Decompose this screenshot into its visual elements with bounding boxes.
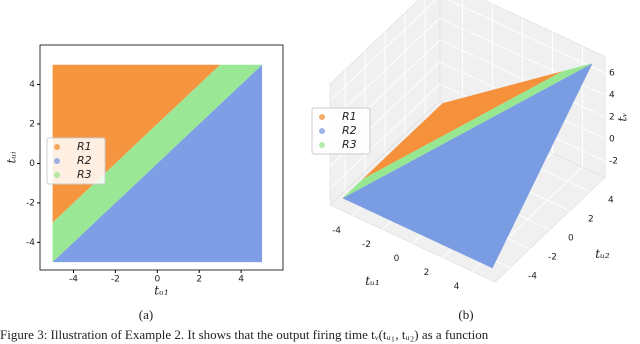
surface (342, 63, 593, 269)
x-tick-label: 0 (394, 254, 400, 264)
grid-line (447, 0, 606, 74)
y-tick-label: 2 (29, 119, 35, 129)
caption: Figure 3: Illustration of Example 2. It … (0, 327, 489, 342)
legend-label: R3 (77, 168, 92, 181)
z-tick-label: 2 (609, 113, 615, 123)
y-tick-label: 0 (568, 234, 574, 244)
y-tick-label: 0 (29, 159, 35, 169)
z-axis-label: tᵥ (616, 112, 630, 121)
surface (342, 63, 593, 199)
legend-label: R3 (342, 138, 357, 151)
legend-label: R1 (77, 140, 92, 153)
grid-line (439, 39, 606, 118)
y-tick-label: 4 (608, 196, 614, 206)
legend-label: R1 (342, 110, 357, 123)
x-tick-label: 4 (454, 282, 460, 292)
x-tick-label: 2 (424, 268, 430, 278)
grid-line (329, 0, 437, 101)
x-tick-label: -4 (69, 275, 78, 285)
legend-marker (54, 158, 60, 164)
subcaption: (b) (458, 307, 473, 322)
y-tick-label: -2 (548, 253, 557, 263)
legend-marker (54, 172, 60, 178)
legend-label: R2 (342, 124, 357, 137)
z-tick-label: 4 (609, 91, 615, 101)
x-axis-label: tᵤ₁ (365, 274, 379, 288)
x-axis-label: tᵤ₁ (154, 284, 168, 298)
legend-marker (319, 128, 325, 134)
y-tick-label: 4 (29, 80, 35, 90)
x-tick-label: 0 (154, 275, 160, 285)
region (52, 64, 263, 263)
y-tick-label: -4 (528, 272, 537, 282)
x-tick-label: 4 (238, 275, 244, 285)
y-tick-label: 2 (588, 215, 594, 225)
x-tick-label: -2 (362, 240, 371, 250)
y-axis-label: tᵤᵢ (5, 151, 19, 164)
x-tick-label: -4 (332, 226, 341, 236)
grid-line (329, 83, 441, 189)
y-tick-label: -2 (26, 198, 35, 208)
legend-marker (319, 142, 325, 148)
legend-marker (319, 114, 325, 120)
legend-label: R2 (77, 154, 92, 167)
subcaption: (a) (139, 307, 153, 322)
y-axis-label: tᵤ₂ (595, 247, 610, 261)
z-tick-label: 0 (609, 135, 615, 145)
x-tick-label: 2 (196, 275, 202, 285)
legend-box (311, 107, 371, 155)
legend-marker (54, 144, 60, 150)
z-tick-label: -2 (609, 157, 618, 167)
x-tick-label: -2 (111, 275, 120, 285)
grid-line (329, 17, 441, 123)
y-tick-label: -4 (26, 238, 35, 248)
legend-box (46, 137, 106, 185)
z-tick-label: 6 (609, 69, 615, 79)
